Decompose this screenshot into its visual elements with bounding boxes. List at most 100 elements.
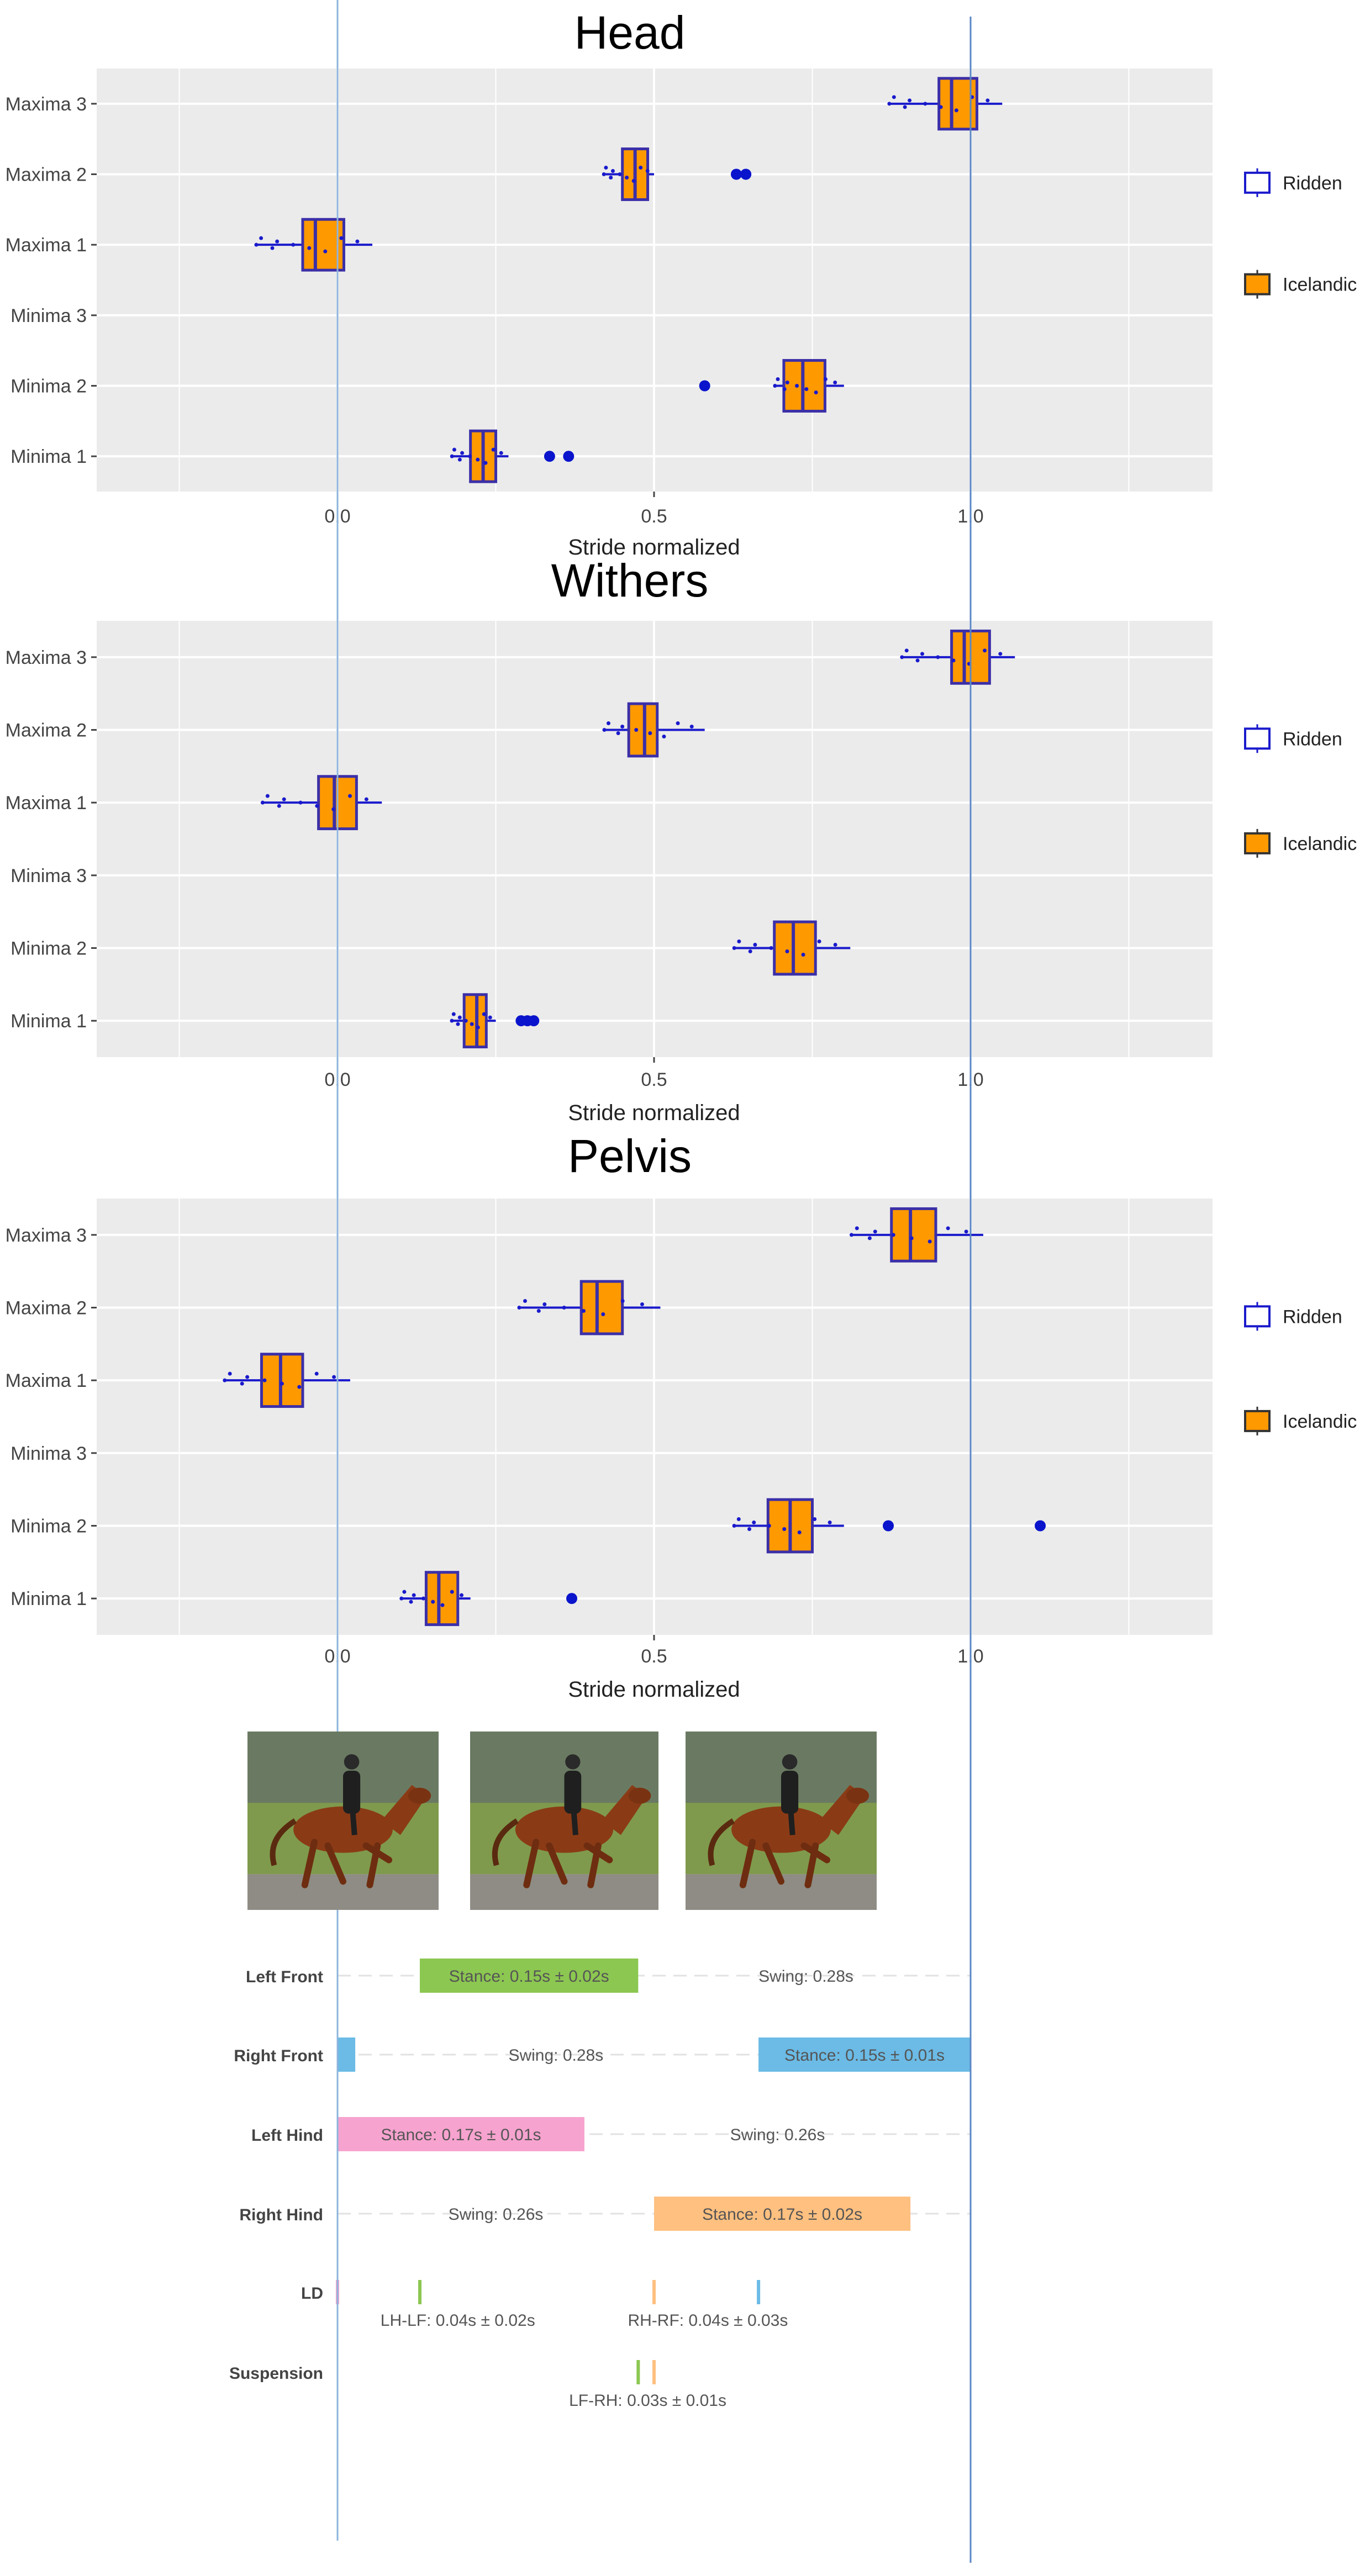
y-tick-label: Maxima 3 (6, 1225, 87, 1246)
jitter-point (323, 249, 328, 254)
horse-leg (301, 1839, 318, 1888)
y-tick-label: Minima 3 (10, 305, 87, 326)
jitter-point (998, 652, 1003, 656)
rider-head (565, 1754, 581, 1770)
chart-title: Pelvis (568, 1130, 692, 1182)
jitter-point (817, 939, 821, 943)
stance-bar (758, 2037, 971, 2072)
jitter-point (602, 172, 606, 176)
jitter-point (307, 246, 312, 250)
jitter-point (265, 794, 270, 798)
horse-tail (270, 1818, 297, 1866)
y-tick-label: Maxima 2 (6, 165, 87, 186)
legend-label-icelandic: Icelandic (1283, 1411, 1357, 1432)
jitter-point (499, 451, 503, 455)
jitter-point (223, 1378, 227, 1382)
x-axis-label: Stride normalized (568, 535, 740, 559)
jitter-point (450, 1590, 454, 1594)
horse-leg (523, 1839, 540, 1888)
y-tick-label: Minima 3 (10, 1443, 87, 1464)
box-iqr (579, 1280, 624, 1335)
horse-leg (762, 1842, 784, 1885)
jitter-point (648, 731, 652, 735)
tolt-photo-1 (247, 1732, 439, 1910)
stance-label: Stance: 0.15s ± 0.01s (784, 2046, 945, 2065)
phase-marker (418, 2280, 421, 2304)
jitter-point (277, 804, 281, 808)
y-tick-label: Minima 2 (10, 1516, 87, 1537)
jitter-point (468, 454, 472, 458)
jitter-point (867, 1236, 872, 1241)
gait-row-label: Suspension (229, 2364, 323, 2383)
jitter-point (332, 1375, 336, 1379)
jitter-point (920, 652, 925, 656)
jitter-point (460, 1593, 464, 1597)
jitter-point (767, 1524, 771, 1528)
jitter-point (254, 242, 259, 247)
phase-annotation: LF-RH: 0.03s ± 0.01s (569, 2392, 726, 2410)
jitter-point (450, 454, 454, 458)
jitter-point (517, 1306, 521, 1310)
y-tick-label: Minima 3 (10, 865, 87, 886)
jitter-point (240, 1381, 244, 1386)
gait-row-label: LD (301, 2284, 323, 2303)
boxplot-panel-pelvis: Pelvis Maxima 3 Maxima 2 Maxima 1 Minima 3 Mi… (6, 1130, 1357, 1702)
jitter-point (618, 172, 622, 176)
jitter-point (228, 1371, 232, 1376)
rider-leg (350, 1809, 357, 1835)
jitter-point (813, 1517, 817, 1521)
legend-key-icelandic (1244, 832, 1271, 854)
y-tick-label: Maxima 1 (6, 793, 87, 814)
y-tick-label: Minima 2 (10, 938, 87, 959)
stance-bar (338, 2037, 356, 2072)
jitter-point (245, 1375, 250, 1379)
jitter-point (463, 1018, 468, 1023)
photo-scene (247, 1732, 439, 1910)
horse-head (846, 1787, 869, 1804)
jitter-point (732, 946, 736, 950)
jitter-point (601, 1312, 605, 1316)
jitter-point (954, 108, 958, 113)
jitter-point (606, 721, 610, 725)
jitter-point (753, 943, 757, 947)
legend-label-ridden: Ridden (1283, 1306, 1342, 1327)
jitter-point (348, 794, 352, 798)
jitter-point (314, 1371, 319, 1376)
jitter-point (804, 387, 809, 391)
stance-bar (419, 1959, 639, 1993)
jitter-point (523, 1299, 528, 1303)
x-tick-label: 0.5 (641, 1069, 667, 1090)
box-maxima-2 (602, 702, 705, 758)
jitter-point (298, 800, 303, 805)
jitter-point (483, 461, 488, 465)
jitter-point (457, 457, 462, 462)
jitter-point (904, 648, 909, 653)
jitter-point (616, 731, 620, 735)
jitter-point (828, 1521, 832, 1524)
horse-leg (324, 1842, 346, 1885)
rider-body (781, 1771, 799, 1814)
jitter-point (833, 943, 837, 947)
horse-leg (739, 1839, 756, 1888)
jitter-point (491, 447, 496, 452)
jitter-point (849, 1233, 853, 1237)
jitter-point (951, 658, 956, 663)
box-minima-2 (699, 359, 844, 413)
rider-body (343, 1771, 361, 1814)
gait-row-label: Left Front (246, 1968, 323, 1986)
phase-annotation: RH-RF: 0.04s ± 0.03s (628, 2311, 788, 2330)
jitter-point (631, 179, 636, 183)
jitter-point (891, 1233, 895, 1237)
jitter-point (291, 242, 296, 247)
jitter-point (797, 1530, 802, 1534)
horse-tail (492, 1818, 519, 1866)
jitter-point (297, 1385, 302, 1389)
jitter-point (900, 655, 904, 659)
phase-marker (652, 2280, 656, 2304)
jitter-point (939, 105, 943, 109)
swing-label: Swing: 0.26s (730, 2126, 825, 2144)
legend-key-ridden (1244, 171, 1271, 194)
jitter-point (785, 949, 789, 953)
jitter-point (470, 1022, 474, 1026)
